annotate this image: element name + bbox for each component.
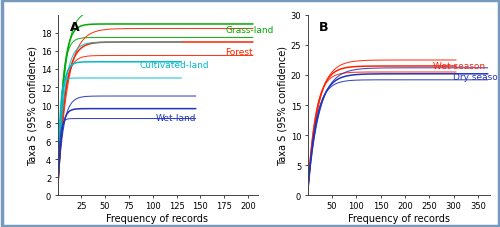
Text: B: B bbox=[318, 21, 328, 34]
Text: Cultivated-land: Cultivated-land bbox=[140, 61, 209, 70]
Text: Forest: Forest bbox=[225, 48, 252, 57]
Text: Dry season: Dry season bbox=[452, 72, 500, 81]
Y-axis label: Taxa S (95% confidence): Taxa S (95% confidence) bbox=[28, 46, 38, 165]
Y-axis label: Taxa S (95% confidence): Taxa S (95% confidence) bbox=[278, 46, 288, 165]
Text: Grass-land: Grass-land bbox=[225, 26, 274, 35]
X-axis label: Frequency of records: Frequency of records bbox=[348, 213, 450, 223]
Text: A: A bbox=[70, 21, 79, 34]
Text: Wet season: Wet season bbox=[433, 62, 485, 71]
Text: Wet-land: Wet-land bbox=[156, 114, 196, 123]
X-axis label: Frequency of records: Frequency of records bbox=[106, 213, 208, 223]
